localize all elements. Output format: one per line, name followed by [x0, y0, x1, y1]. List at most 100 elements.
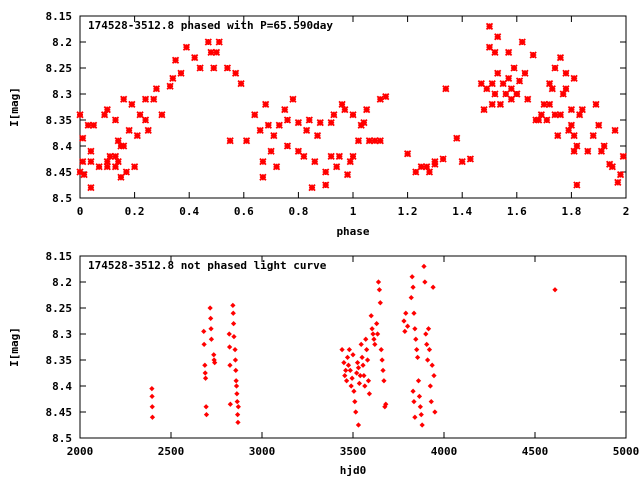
data-point [322, 168, 330, 176]
data-point [302, 126, 311, 135]
data-point [410, 388, 416, 394]
data-point [234, 391, 240, 397]
data-point [349, 375, 355, 381]
data-point [342, 372, 348, 379]
data-point [619, 152, 627, 161]
data-point [614, 178, 622, 187]
data-point [491, 90, 499, 98]
data-point [233, 367, 239, 374]
data-point [361, 372, 367, 379]
data-point [567, 105, 576, 114]
data-point [491, 48, 499, 57]
data-point [152, 85, 161, 93]
data-point [401, 318, 407, 324]
data-point [207, 48, 215, 57]
data-point [494, 69, 502, 77]
data-point [595, 121, 603, 129]
data-point [412, 326, 418, 332]
data-point [237, 79, 245, 88]
data-point [344, 354, 351, 361]
data-point [259, 173, 267, 181]
data-point [283, 116, 292, 124]
data-point [354, 370, 360, 376]
data-point [125, 126, 133, 135]
data-point [211, 352, 217, 358]
data-point [371, 137, 379, 145]
data-point [305, 116, 313, 124]
data-point [515, 77, 524, 85]
data-point [424, 357, 431, 363]
data-point [84, 121, 92, 129]
data-point [364, 357, 371, 363]
data-point [226, 344, 233, 350]
x-tick-label: 5000 [613, 445, 640, 458]
y-tick-label: 8.15 [46, 250, 73, 263]
data-point [203, 411, 210, 418]
data-point [233, 383, 240, 389]
data-point [231, 333, 237, 340]
data-point [432, 409, 438, 415]
data-point [103, 157, 111, 166]
data-point [518, 38, 526, 46]
data-point [232, 357, 239, 363]
data-point [427, 383, 433, 389]
data-point [136, 111, 144, 119]
data-point [426, 346, 433, 353]
data-point [335, 152, 343, 161]
data-point [578, 105, 586, 114]
data-point [114, 137, 122, 145]
data-points [76, 22, 627, 192]
data-point [589, 131, 597, 140]
data-point [106, 152, 114, 161]
data-point [376, 95, 384, 103]
data-point [382, 92, 390, 101]
data-point [545, 100, 554, 109]
data-point [103, 105, 111, 114]
data-point [226, 137, 234, 145]
data-point [330, 111, 338, 119]
data-point [354, 359, 361, 366]
data-point [76, 168, 84, 176]
data-point [355, 422, 362, 428]
data-point [403, 310, 409, 316]
data-point [529, 51, 537, 59]
data-point [424, 341, 430, 348]
data-point [418, 411, 424, 418]
data-point [524, 95, 532, 103]
x-tick-label: 2 [623, 205, 630, 218]
data-point [372, 341, 378, 348]
data-point [419, 422, 425, 428]
x-tick-label: 2000 [67, 445, 94, 458]
data-point [381, 378, 387, 384]
data-point [562, 85, 570, 93]
data-point [551, 111, 559, 119]
data-point [215, 38, 223, 46]
data-point [235, 404, 241, 410]
data-point [584, 147, 592, 155]
data-point [556, 53, 565, 62]
data-point [322, 181, 330, 189]
data-point [339, 346, 345, 353]
data-point [230, 320, 237, 327]
data-point [259, 157, 267, 166]
data-point [573, 181, 581, 189]
chart-title: 174528-3512.8 phased with P=65.590day [88, 19, 333, 32]
data-point [327, 118, 335, 127]
data-point [521, 69, 529, 77]
data-point [402, 328, 408, 335]
data-point [370, 331, 376, 337]
x-tick-label: 0.6 [234, 205, 254, 218]
x-tick-label: 0.2 [125, 205, 145, 218]
data-point [313, 131, 322, 140]
y-tick-label: 8.25 [46, 302, 73, 315]
data-point [226, 331, 232, 337]
data-point [376, 287, 383, 293]
data-point [122, 168, 131, 176]
x-tick-label: 2500 [158, 445, 185, 458]
x-axis-label: hjd0 [340, 464, 367, 477]
data-point [349, 152, 357, 161]
y-tick-label: 8.15 [46, 10, 73, 23]
data-point [504, 74, 513, 83]
data-point [374, 320, 380, 327]
data-point [267, 147, 275, 155]
